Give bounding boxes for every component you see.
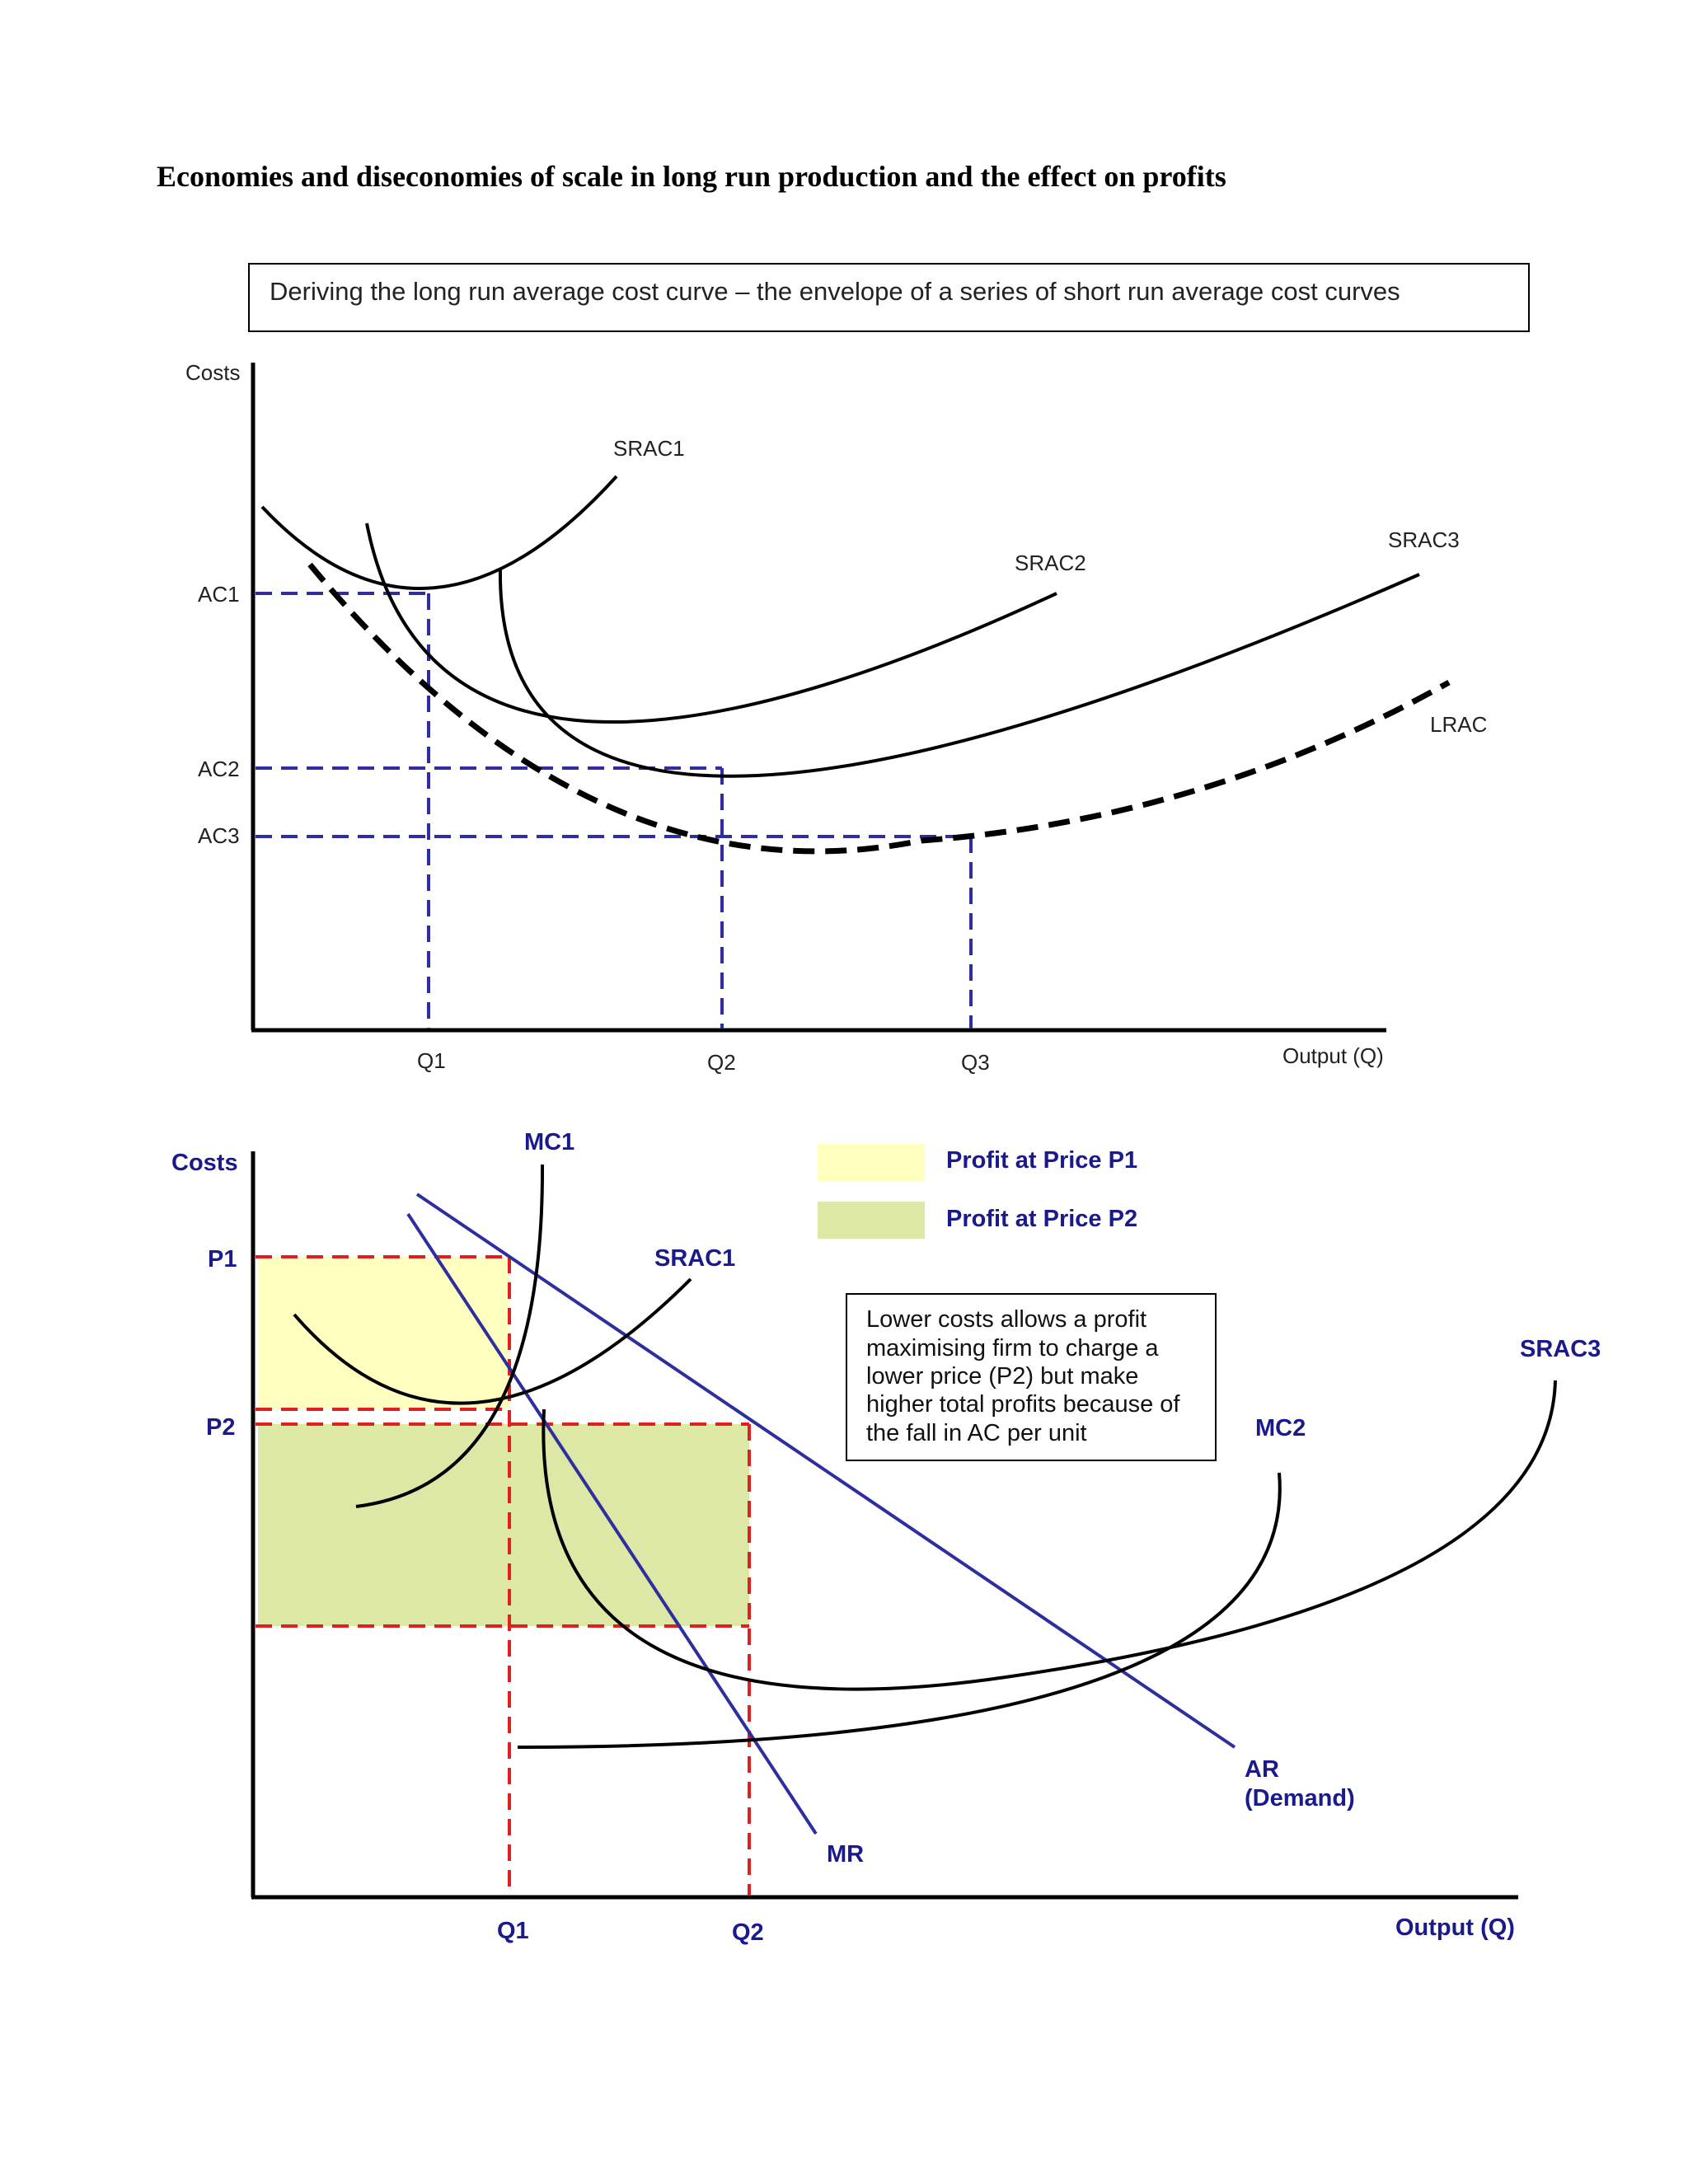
label-demand: (Demand) [1245,1785,1355,1811]
curve-srac3 [498,568,1420,778]
diagram-lrac: Deriving the long run average cost curve… [185,263,1530,1075]
diagram-profits: Costs Output (Q) P1 P2 Q1 Q2 MC1 SRAC1 M… [171,1129,1601,1946]
legend: Profit at Price P1 Profit at Price P2 [818,1144,1137,1239]
legend-swatch-p1 [818,1144,925,1181]
caption-box [248,263,1530,332]
note-line-4: higher total profits because of [866,1391,1180,1418]
caption-text: Deriving the long run average cost curve… [270,277,1400,306]
curve-lrac [307,562,1451,855]
guide-lines-2 [256,1255,751,1896]
label-mc1: MC1 [524,1129,574,1155]
curve-srac1 [260,475,618,590]
label-mc2: MC2 [1255,1415,1306,1441]
note-line-1: Lower costs allows a profit [866,1306,1146,1333]
tick-q2: Q2 [707,1050,736,1075]
legend-swatch-p2 [818,1202,925,1239]
curve-mc2 [517,1472,1282,1749]
y-axis-label-2: Costs [171,1150,238,1176]
curve-srac1-2 [293,1277,692,1405]
label-srac3-2: SRAC3 [1520,1336,1601,1362]
tick-p2: P2 [206,1414,235,1441]
line-ar-demand [415,1193,1236,1749]
tick-q3: Q3 [961,1050,990,1075]
label-mr: MR [827,1841,864,1868]
y-axis-label: Costs [185,360,240,385]
profit-area-p1 [258,1257,509,1409]
curve-srac2 [365,523,1057,724]
tick-ac1: AC1 [198,582,240,607]
note-line-3: lower price (P2) but make [866,1363,1138,1390]
note-text: Lower costs allows a profit maximising f… [866,1306,1180,1446]
note-line-5: the fall in AC per unit [866,1420,1087,1446]
label-srac2: SRAC2 [1015,551,1086,575]
curve-srac3-2 [542,1380,1557,1691]
legend-label-p1: Profit at Price P1 [946,1147,1137,1174]
x-axis-label-2: Output (Q) [1395,1915,1515,1941]
tick-q2-2: Q2 [732,1919,764,1946]
label-srac1: SRAC1 [613,436,685,461]
label-ar: AR [1245,1756,1279,1783]
tick-q1-2: Q1 [497,1918,529,1944]
page-title: Economies and diseconomies of scale in l… [157,160,1226,193]
tick-q1: Q1 [417,1048,446,1073]
label-srac3: SRAC3 [1388,527,1460,552]
line-mr [406,1212,818,1835]
note-line-2: maximising firm to charge a [866,1335,1159,1361]
tick-ac3: AC3 [198,823,240,848]
profit-area-p2 [258,1424,749,1626]
curve-mc1 [355,1164,545,1508]
label-srac1-2: SRAC1 [654,1245,735,1272]
legend-label-p2: Profit at Price P2 [946,1206,1137,1232]
note-box [846,1293,1217,1461]
tick-p1: P1 [208,1246,237,1272]
label-lrac: LRAC [1430,712,1487,737]
tick-ac2: AC2 [198,757,240,781]
x-axis-label: Output (Q) [1282,1043,1384,1068]
